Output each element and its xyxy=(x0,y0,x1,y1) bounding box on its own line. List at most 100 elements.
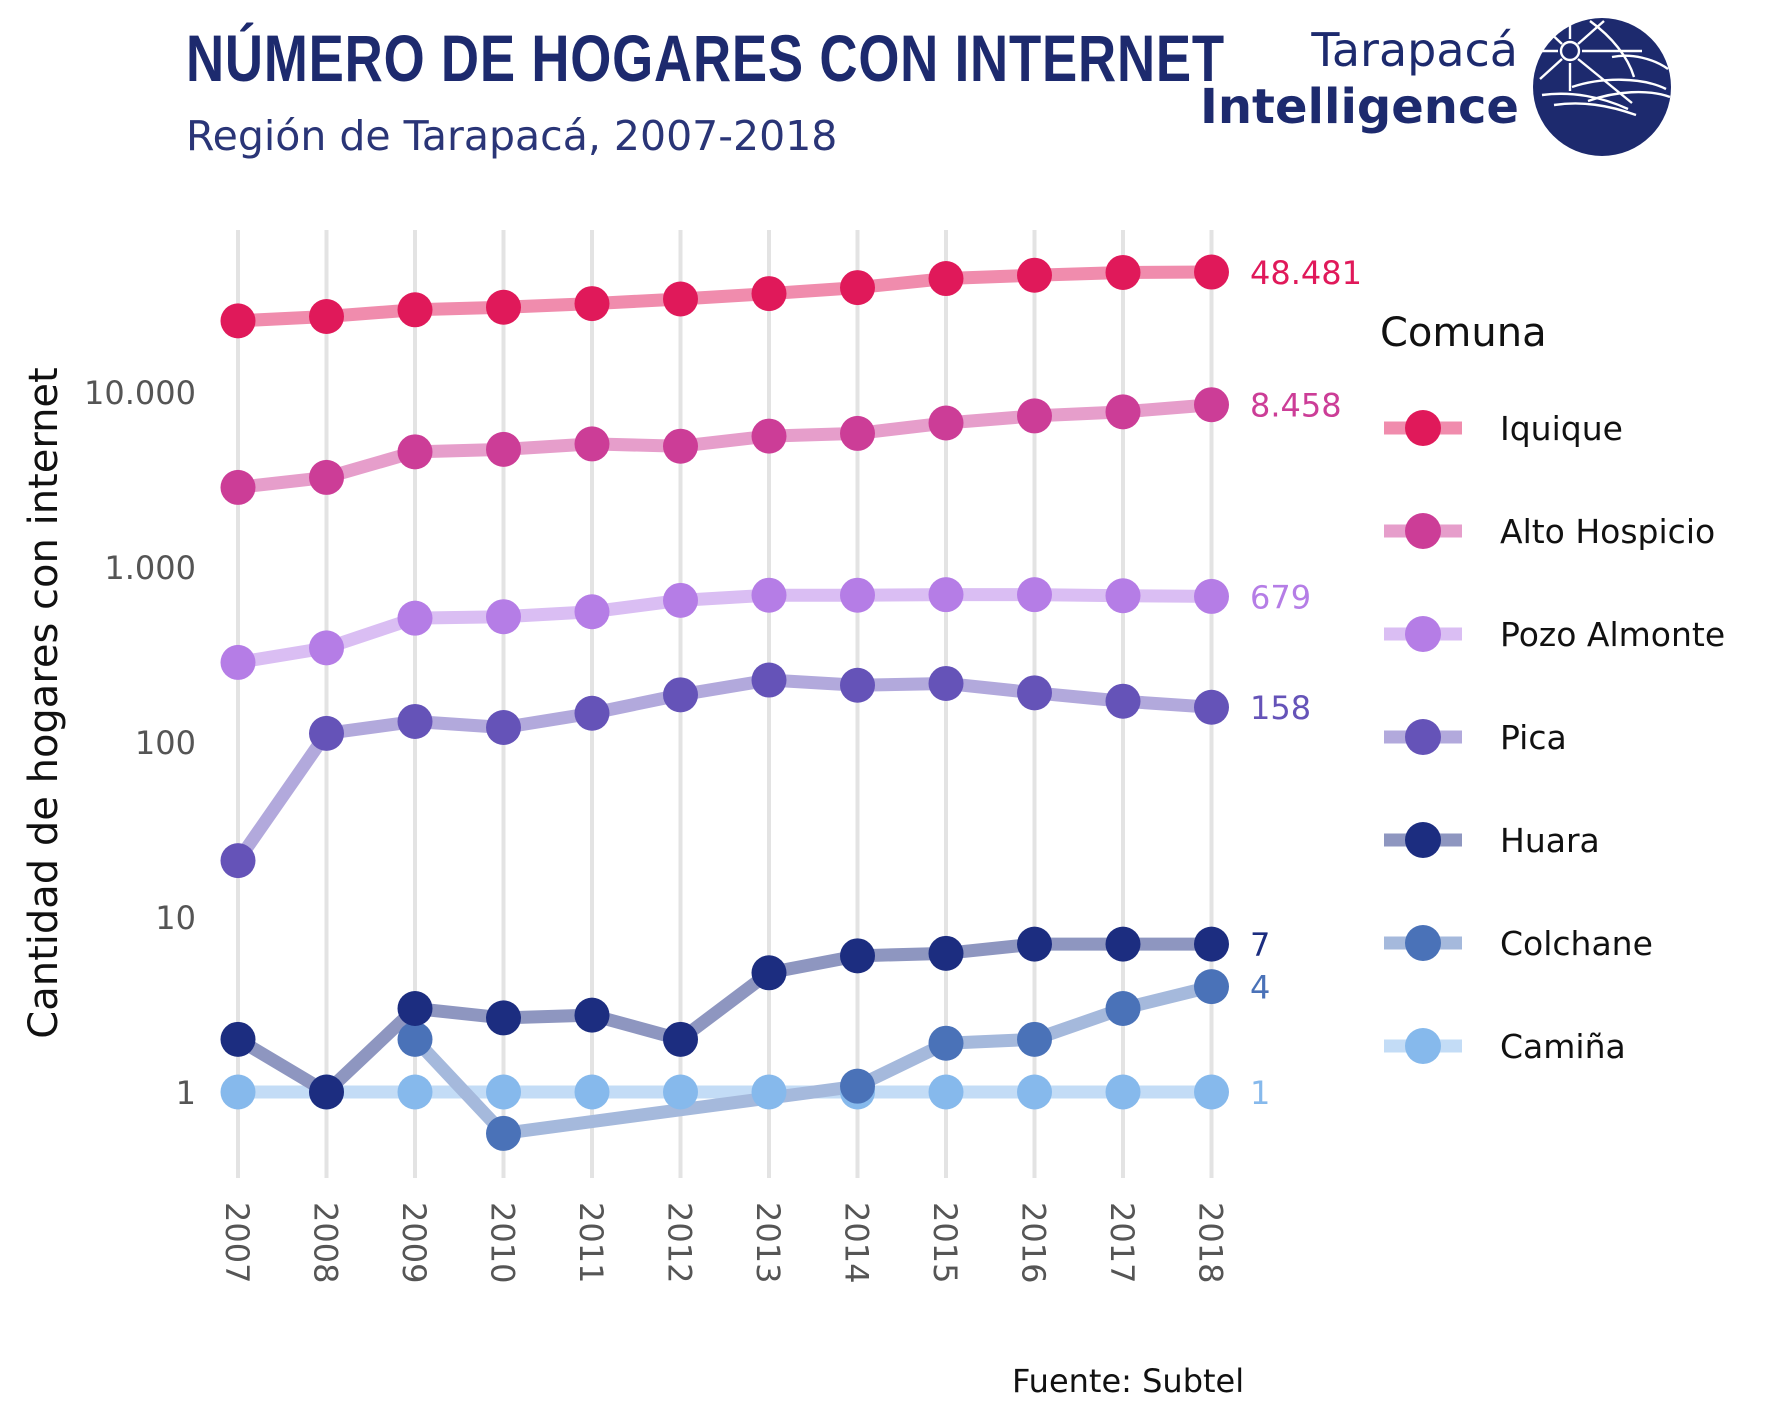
legend-label: Pozo Almonte xyxy=(1500,615,1725,654)
data-point xyxy=(663,582,698,618)
legend-item: Alto Hospicio xyxy=(1384,512,1715,551)
data-point xyxy=(220,303,256,339)
source-note: Fuente: Subtel xyxy=(1012,1362,1245,1400)
end-label: 48.481 xyxy=(1250,254,1362,292)
end-label: 679 xyxy=(1250,578,1311,616)
legend-item: Pica xyxy=(1384,718,1567,757)
data-point xyxy=(309,630,344,666)
data-point xyxy=(663,428,698,464)
data-point xyxy=(1017,577,1052,613)
data-point xyxy=(840,1068,875,1104)
data-point xyxy=(751,577,787,613)
end-label: 4 xyxy=(1250,969,1270,1007)
data-point xyxy=(1105,991,1141,1027)
data-point xyxy=(751,418,787,454)
x-tick-label: 2017 xyxy=(1103,1202,1141,1283)
x-tick-label: 2018 xyxy=(1192,1202,1230,1283)
legend-title: Comuna xyxy=(1380,310,1547,356)
end-label: 7 xyxy=(1250,926,1270,964)
data-point xyxy=(1194,1074,1229,1110)
legend-label: Huara xyxy=(1500,821,1600,860)
data-point xyxy=(1017,398,1052,434)
brand-name-line1: Tarapacá xyxy=(1311,23,1518,77)
x-tick-label: 2014 xyxy=(838,1202,876,1283)
data-point xyxy=(1105,1074,1141,1110)
y-tick-label: 10.000 xyxy=(84,374,196,412)
data-point xyxy=(574,695,610,731)
data-point xyxy=(1105,926,1141,962)
x-tick-label: 2007 xyxy=(218,1202,256,1283)
globe-logo-icon xyxy=(1533,18,1671,156)
data-point xyxy=(397,1074,433,1110)
end-label: 8.458 xyxy=(1250,387,1342,425)
data-point xyxy=(1105,578,1141,614)
legend-key-point xyxy=(1405,822,1441,858)
x-tick-label: 2016 xyxy=(1015,1202,1053,1283)
data-point xyxy=(397,434,433,470)
data-point xyxy=(1194,387,1229,423)
x-tick-label: 2010 xyxy=(484,1202,522,1283)
data-point xyxy=(397,600,433,636)
legend-key-point xyxy=(1405,616,1441,652)
data-point xyxy=(663,1021,698,1057)
legend-key-point xyxy=(1405,410,1441,446)
x-tick-label: 2008 xyxy=(307,1202,345,1283)
x-tick-label: 2012 xyxy=(661,1202,699,1283)
data-point xyxy=(928,935,964,971)
series-line-Iquique xyxy=(231,265,1218,328)
data-point xyxy=(840,577,875,613)
data-point xyxy=(486,1000,521,1036)
series-points xyxy=(220,254,1229,1151)
y-tick-label: 10 xyxy=(155,899,196,937)
data-point xyxy=(486,1074,521,1110)
data-point xyxy=(574,426,610,462)
data-point xyxy=(574,286,610,322)
legend-key-point xyxy=(1405,719,1441,755)
data-point xyxy=(574,997,610,1033)
legend-item: Iquique xyxy=(1384,409,1623,448)
x-tick-label: 2011 xyxy=(572,1202,610,1283)
x-tick-label: 2013 xyxy=(749,1202,787,1283)
legend-key-point xyxy=(1405,1028,1441,1064)
brand-name: Tarapacá Intelligence xyxy=(1200,22,1519,136)
data-point xyxy=(928,405,964,441)
data-point xyxy=(751,1074,787,1110)
data-point xyxy=(751,662,787,698)
data-point xyxy=(397,292,433,328)
end-label: 158 xyxy=(1250,689,1311,727)
data-point xyxy=(397,991,433,1027)
end-labels: 48.481 8.458 679 158 7 4 1 xyxy=(1250,254,1362,1112)
data-point xyxy=(1105,683,1141,719)
data-point xyxy=(486,431,521,467)
data-point xyxy=(486,289,521,325)
data-point xyxy=(486,1115,521,1151)
data-point xyxy=(663,677,698,713)
data-point xyxy=(663,1074,698,1110)
data-point xyxy=(1017,257,1052,293)
y-tick-labels: 1 10 100 1.000 10.000 xyxy=(84,374,196,1112)
legend-label: Alto Hospicio xyxy=(1500,512,1715,551)
end-label: 1 xyxy=(1250,1074,1270,1112)
data-point xyxy=(928,261,964,297)
data-point xyxy=(1194,578,1229,614)
series-lines xyxy=(231,265,1218,1140)
data-point xyxy=(1017,926,1052,962)
data-point xyxy=(220,644,256,680)
data-point xyxy=(397,1021,433,1057)
data-point xyxy=(1017,1021,1052,1057)
data-point xyxy=(309,1074,344,1110)
data-point xyxy=(840,415,875,451)
legend-label: Colchane xyxy=(1500,924,1653,963)
data-point xyxy=(840,270,875,306)
legend-item: Colchane xyxy=(1384,924,1653,963)
legend: Comuna Iquique Alto Hospicio Pozo Almonte P… xyxy=(1380,310,1725,1066)
data-point xyxy=(663,281,698,317)
series-line-Pozo Almonte xyxy=(231,588,1218,669)
legend-item: Pozo Almonte xyxy=(1384,615,1725,654)
data-point xyxy=(928,665,964,701)
legend-label: Iquique xyxy=(1500,409,1623,448)
chart-title: NÚMERO DE HOGARES CON INTERNET xyxy=(186,21,1225,95)
data-point xyxy=(220,469,256,505)
x-tick-label: 2009 xyxy=(395,1202,433,1283)
data-point xyxy=(1194,254,1229,290)
